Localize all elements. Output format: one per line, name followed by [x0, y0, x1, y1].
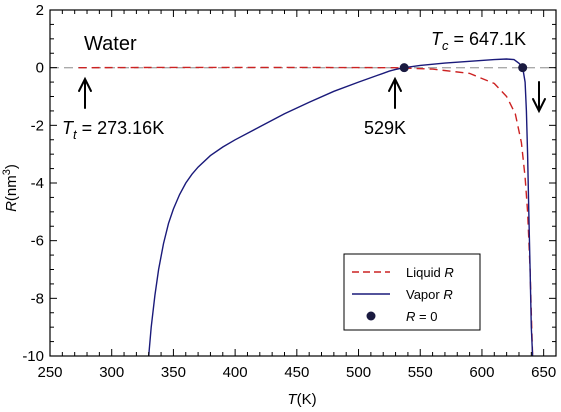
annotation-triple-temp: Tt = 273.16K [62, 118, 164, 142]
annotation-water: Water [84, 33, 137, 55]
plot-area [49, 9, 557, 357]
annotation-critical-var: T [431, 29, 444, 49]
y-axis-unit-close: ) [3, 164, 20, 169]
annotation-critical-sub: c [442, 38, 449, 53]
y-axis-unit-sup: 3 [1, 169, 13, 175]
y-tick-label: -4 [31, 175, 44, 192]
annotation-critical-text: = 647.1K [449, 29, 527, 49]
y-tick-label: -6 [31, 233, 44, 250]
x-tick-label: 450 [284, 364, 309, 381]
ticks-layer [49, 9, 557, 357]
y-tick-label: -8 [31, 290, 44, 307]
x-tick-label: 550 [408, 364, 433, 381]
x-tick-label: 400 [223, 364, 248, 381]
y-tick-label: -10 [22, 348, 44, 365]
x-tick-label: 300 [99, 364, 124, 381]
series-layer [78, 58, 534, 357]
zero-points-layer [399, 63, 528, 73]
x-axis-title: T(K) [287, 391, 316, 408]
legend-liquid-var: R [444, 265, 453, 280]
legend-zero-label: R = 0 [406, 309, 437, 324]
legend-liquid-label: Liquid R [406, 265, 454, 280]
legend-box [343, 253, 481, 331]
annotation-critical-temp: Tc = 647.1K [431, 29, 526, 53]
legend: Liquid R Vapor R R = 0 [343, 253, 481, 331]
x-tick-label: 500 [346, 364, 371, 381]
y-tick-label: 0 [36, 60, 44, 77]
arrow-up-529 [388, 76, 402, 109]
x-axis-unit: (K) [297, 391, 317, 408]
annotation-triple-sub: t [73, 127, 78, 142]
zero-point-0 [399, 63, 409, 73]
x-tick-label: 600 [469, 364, 494, 381]
y-axis-var: R [3, 201, 20, 212]
y-tick-label: 2 [36, 2, 44, 19]
y-axis-title: R(nm3) [1, 164, 20, 212]
series-line-vapor-r [148, 58, 534, 357]
zero-point-1 [518, 63, 528, 73]
y-axis-unit: (nm [3, 175, 20, 201]
arrow-up-triple [78, 76, 92, 109]
legend-liquid-text: Liquid [406, 265, 444, 280]
y-tick-label: -2 [31, 117, 44, 134]
legend-vapor-text: Vapor [406, 287, 443, 302]
legend-vapor-var: R [443, 287, 452, 302]
tick-labels-layer: 250 300 350 400 450 500 550 600 650 2 0 -2 -4 -6 -8 -10 [22, 2, 556, 381]
annotation-triple-text: = 273.16K [77, 118, 165, 138]
arrow-down-critical [532, 81, 546, 114]
x-tick-label: 350 [161, 364, 186, 381]
legend-vapor-label: Vapor R [406, 287, 453, 302]
x-tick-label: 650 [531, 364, 556, 381]
x-axis-var: T [287, 391, 298, 408]
annotation-529k: 529K [364, 118, 406, 138]
legend-zero-text: = 0 [415, 309, 437, 324]
legend-zero-marker [366, 311, 376, 321]
legend-zero-var: R [406, 309, 415, 324]
annotation-triple-var: T [62, 118, 75, 138]
x-tick-label: 250 [37, 364, 62, 381]
